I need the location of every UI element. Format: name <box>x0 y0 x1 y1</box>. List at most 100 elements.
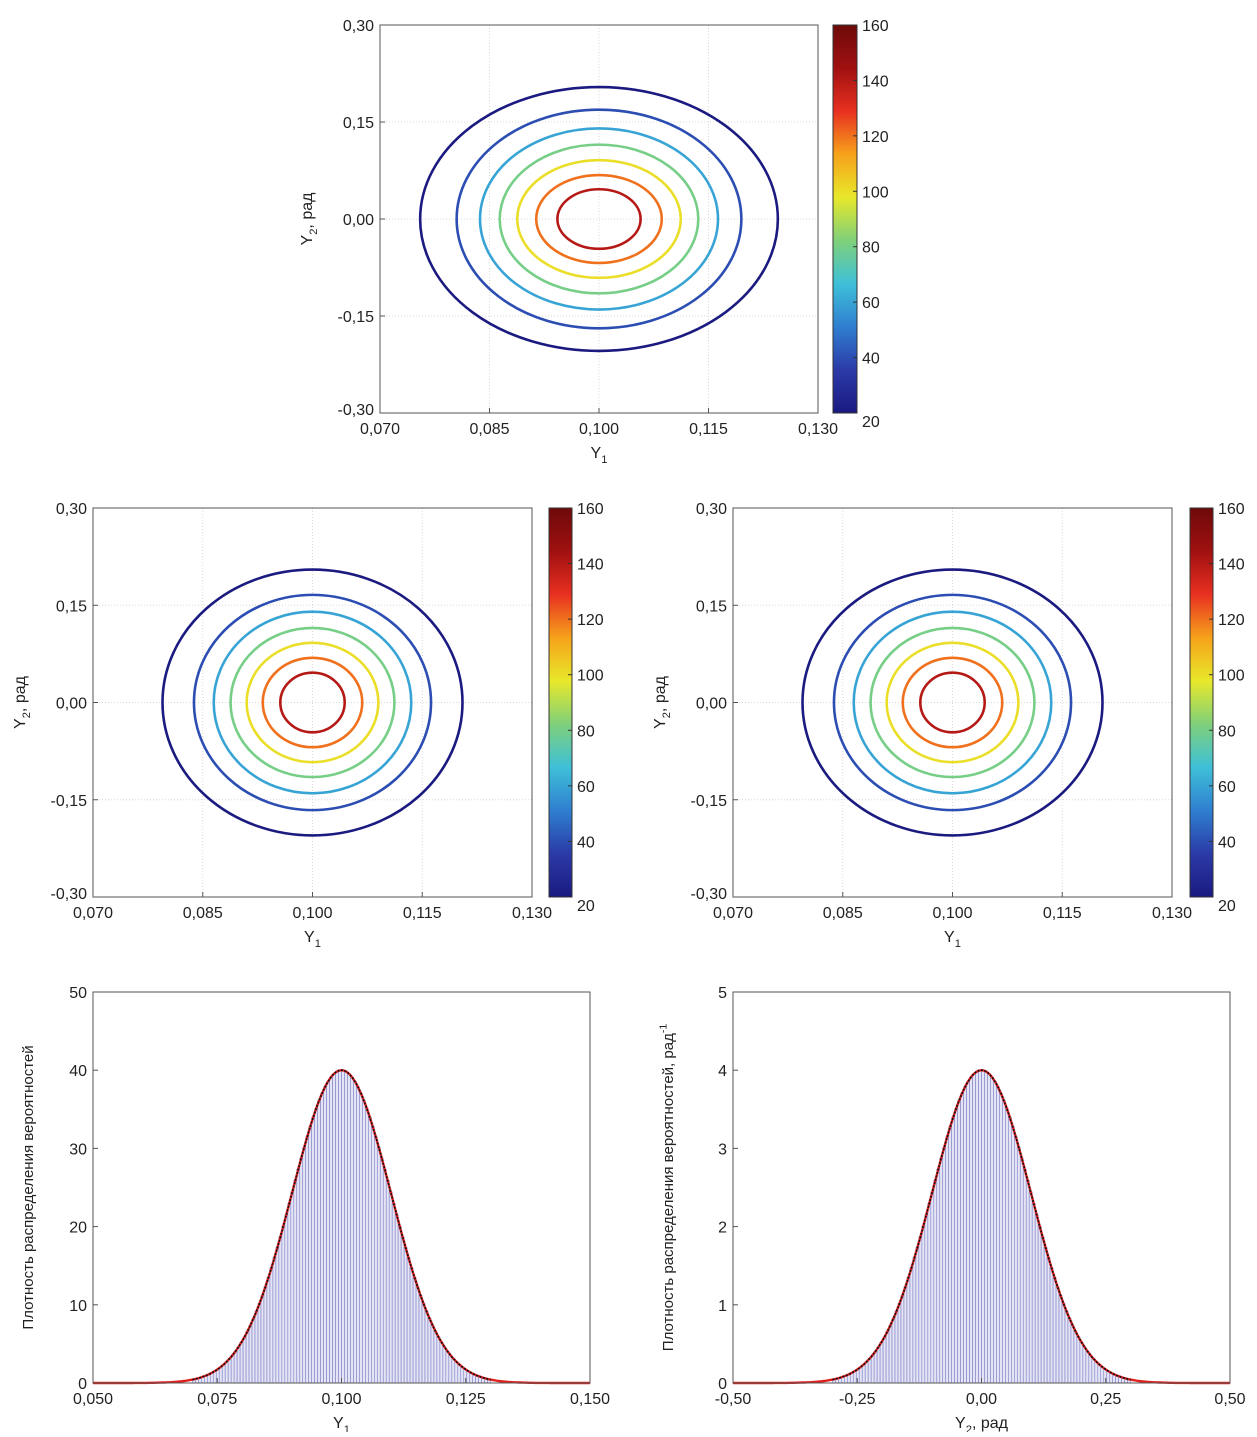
colorbar-tick-label: 100 <box>577 668 604 685</box>
histogram-bar <box>394 1214 399 1384</box>
contour-level-20 <box>418 85 780 353</box>
histogram-bar <box>864 1361 869 1384</box>
y-tick-label: 3 <box>718 1141 727 1158</box>
colorbar-tick-label: 60 <box>1218 779 1236 796</box>
histogram-bar <box>445 1350 450 1384</box>
x-axis-label: Y2, рад <box>955 1415 1009 1432</box>
colorbar-tick-label: 120 <box>577 612 604 629</box>
histogram-bar <box>1040 1236 1045 1384</box>
histogram-bar <box>1079 1341 1084 1384</box>
x-tick-label: 0,070 <box>73 905 113 922</box>
colorbar-tick-label: 20 <box>1218 898 1236 915</box>
histogram-bar <box>454 1361 459 1384</box>
histogram-bar <box>1028 1191 1033 1384</box>
histogram-bar <box>981 1070 985 1384</box>
x-tick-label: 0,115 <box>403 905 442 922</box>
x-tick-label: 0,050 <box>73 1391 113 1408</box>
colorbar-tick-label: 140 <box>1218 557 1245 574</box>
histogram-bar <box>269 1267 274 1384</box>
y-tick-label: 0,30 <box>343 18 374 35</box>
histogram-bar <box>302 1146 307 1384</box>
x-tick-label: -0,25 <box>839 1391 876 1408</box>
histogram-bar <box>1073 1330 1078 1384</box>
y-tick-label: 0,15 <box>56 598 87 615</box>
histogram-bar <box>867 1358 872 1384</box>
histogram-bar <box>263 1286 268 1384</box>
y-axis-label: Y2, рад <box>652 675 673 729</box>
contour-level-20 <box>801 568 1104 837</box>
histogram-bar <box>272 1257 277 1384</box>
histogram-bar <box>1100 1366 1105 1384</box>
y-tick-label: 0,15 <box>696 598 727 615</box>
y-tick-label: -0,30 <box>51 886 88 903</box>
contour-level-20 <box>161 568 464 837</box>
histogram-bar <box>397 1225 402 1384</box>
histogram-bar <box>957 1100 961 1384</box>
histogram-bar <box>347 1073 351 1384</box>
histogram-bar <box>406 1257 411 1384</box>
histogram-bar <box>385 1180 390 1384</box>
y-tick-label: 5 <box>718 985 727 1002</box>
histogram-bar <box>879 1341 884 1384</box>
contour-level-80 <box>498 143 700 295</box>
y-tick-label: 0 <box>718 1376 727 1393</box>
colorbar-tick-label: 160 <box>862 18 889 35</box>
y-tick-label: -0,15 <box>691 793 728 810</box>
histogram-bar <box>894 1310 899 1384</box>
contour-level-100 <box>245 641 380 764</box>
x-tick-label: 0,00 <box>966 1391 997 1408</box>
contour-level-100 <box>515 158 683 280</box>
x-axis-label: Y1 <box>944 929 961 950</box>
x-tick-label: 0,100 <box>321 1391 361 1408</box>
histogram-bar <box>858 1366 863 1384</box>
chart-5: -0,50 -0,25 0,00 0,25 0,50 0 1 2 3 4 5 Y2, рад Плотн… <box>657 985 1245 1436</box>
histogram-bar <box>266 1277 271 1384</box>
histogram-bar <box>293 1180 298 1384</box>
histogram-bar <box>1085 1350 1090 1384</box>
histogram-bar <box>365 1108 369 1384</box>
histogram-bar <box>891 1318 896 1384</box>
histogram-bar <box>1005 1108 1009 1384</box>
colorbar-tick-label: 140 <box>862 73 889 90</box>
histogram-bar <box>314 1108 318 1384</box>
histogram-bar <box>284 1214 289 1384</box>
y-tick-label: 0,30 <box>56 501 87 518</box>
histogram-bar <box>936 1168 941 1384</box>
y-tick-label: 10 <box>69 1298 87 1315</box>
histogram-bar <box>1076 1336 1081 1384</box>
x-tick-label: 0,100 <box>932 905 972 922</box>
y-tick-label: 40 <box>69 1063 87 1080</box>
histogram-bar <box>257 1303 262 1384</box>
histogram-bar <box>1043 1247 1048 1384</box>
chart-1: 20 40 60 80 100 120 140 160 0,070 0,085 0,100 0,115… <box>299 18 889 466</box>
contour-level-80 <box>869 626 1036 779</box>
histogram-bar <box>1088 1354 1093 1384</box>
x-axis-label: Y1 <box>591 445 608 466</box>
y-tick-label: 0,30 <box>696 501 727 518</box>
histogram-bar <box>388 1191 393 1384</box>
histogram-bar <box>275 1247 280 1384</box>
histogram-bar <box>930 1191 935 1384</box>
colorbar-tick-label: 80 <box>862 240 880 257</box>
histogram-bar <box>362 1100 366 1384</box>
histogram-bar <box>1070 1324 1075 1384</box>
histogram-bar <box>969 1076 973 1384</box>
histogram-bar <box>278 1236 283 1384</box>
histogram-bar <box>418 1295 423 1384</box>
histogram-bar <box>236 1346 241 1384</box>
y-tick-label: 0 <box>78 1376 87 1393</box>
histogram-bar <box>332 1073 336 1384</box>
contour-level-40 <box>192 593 433 812</box>
histogram-bar <box>1011 1126 1015 1384</box>
histogram-bar <box>978 1070 982 1384</box>
histogram-bar <box>933 1180 938 1384</box>
colorbar-tick-label: 160 <box>577 501 604 518</box>
contour-level-40 <box>832 593 1073 812</box>
colorbar <box>548 507 573 898</box>
y-tick-label: 0,00 <box>696 696 727 713</box>
histogram-bar <box>1025 1180 1030 1384</box>
x-tick-label: 0,115 <box>1043 905 1082 922</box>
histogram-bar <box>1034 1214 1039 1384</box>
histogram-bar <box>281 1225 286 1384</box>
histogram-bar <box>1014 1136 1018 1384</box>
